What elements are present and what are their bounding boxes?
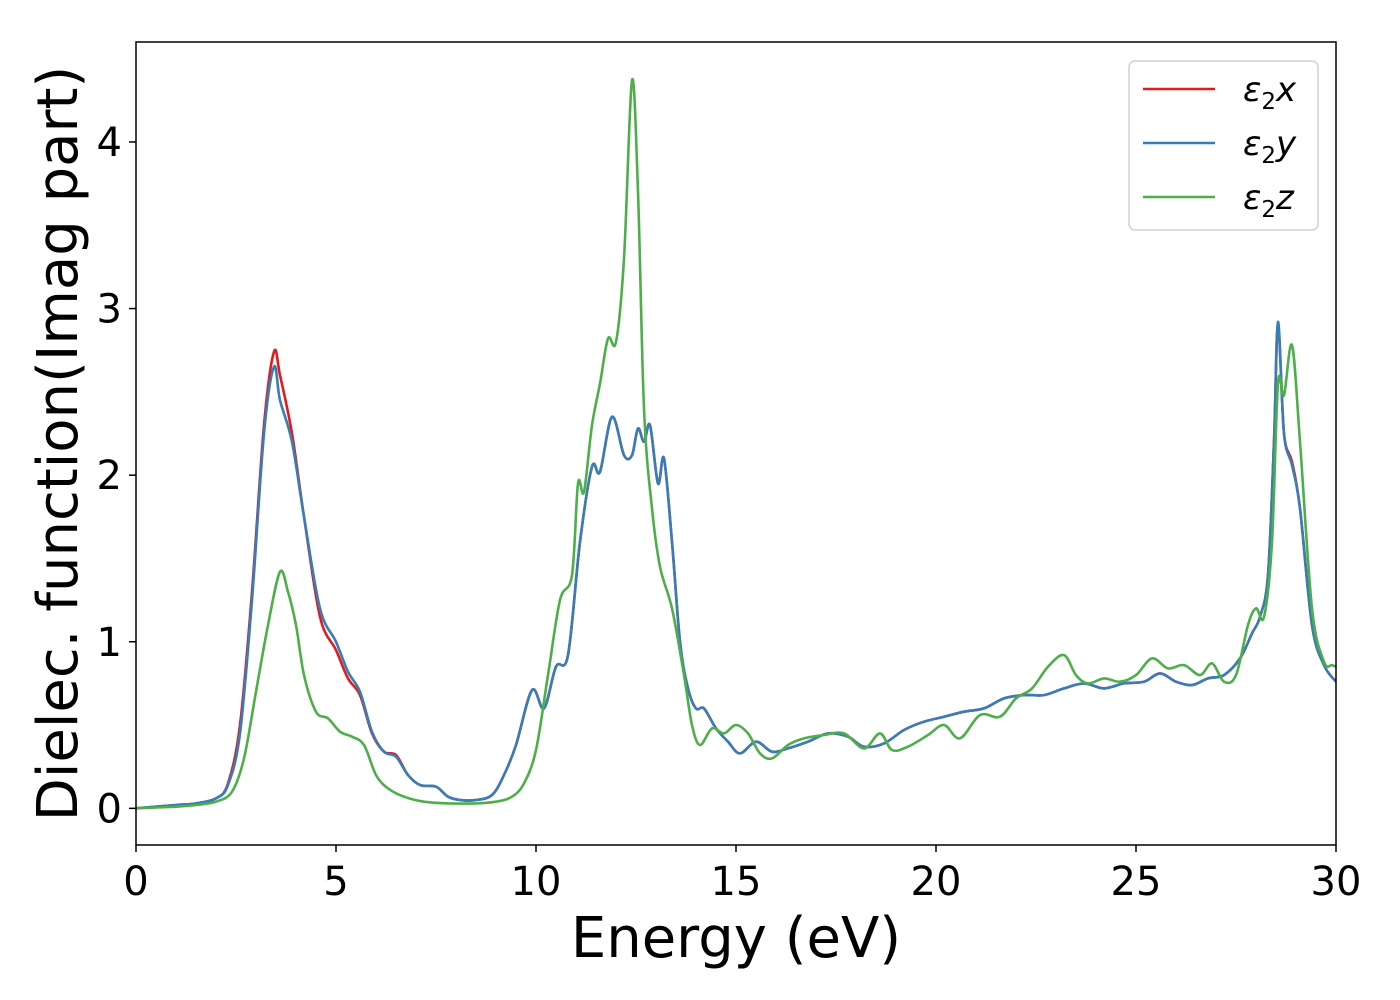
legend-epsilon: ε (1243, 70, 1261, 110)
y-tick-label: 1 (97, 620, 122, 666)
series-line-x (136, 323, 1336, 810)
x-axis-label: Energy (eV) (571, 906, 901, 971)
legend-label-y: ε2y (1243, 124, 1297, 169)
x-tick-label: 30 (1311, 859, 1362, 905)
legend-epsilon: ε (1243, 178, 1261, 218)
y-axis: 0 1 2 3 4 (97, 120, 136, 832)
series-layer (136, 77, 1336, 810)
x-tick-label: 0 (123, 859, 148, 905)
x-axis: 0 5 10 15 20 25 30 (123, 845, 1361, 905)
legend-subscript: 2 (1261, 197, 1276, 223)
x-tick-label: 10 (511, 859, 562, 905)
x-tick-label: 25 (1111, 859, 1162, 905)
legend-subscript: 2 (1261, 143, 1276, 169)
x-tick-label: 20 (911, 859, 962, 905)
legend-component: x (1275, 70, 1297, 110)
legend-subscript: 2 (1261, 89, 1276, 115)
legend-component: y (1275, 124, 1297, 164)
y-axis-label: Dielec. function(Imag part) (26, 66, 91, 822)
x-tick-label: 5 (323, 859, 348, 905)
series-line-y (136, 320, 1336, 810)
y-tick-label: 0 (97, 786, 122, 832)
legend-epsilon: ε (1243, 124, 1261, 164)
legend-component: z (1275, 178, 1295, 218)
y-tick-label: 4 (97, 120, 122, 166)
legend-label-x: ε2x (1243, 70, 1297, 115)
series-line-z (136, 77, 1336, 810)
y-tick-label: 3 (97, 287, 122, 333)
x-tick-label: 15 (711, 859, 762, 905)
legend-label-z: ε2z (1243, 178, 1295, 223)
legend-frame (1128, 60, 1319, 231)
y-tick-label: 2 (97, 453, 122, 499)
